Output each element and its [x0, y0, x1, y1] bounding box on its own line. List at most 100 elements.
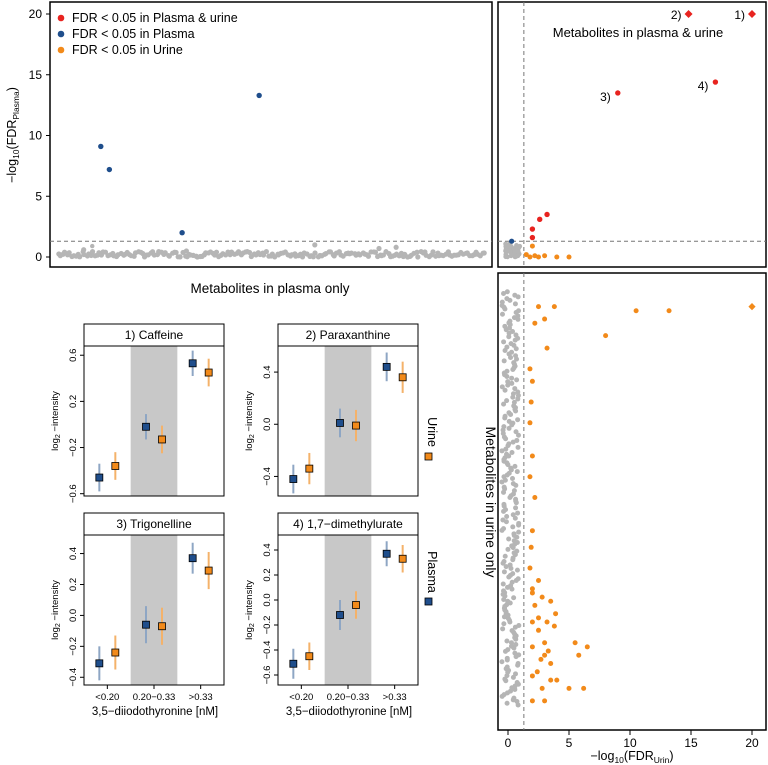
grey-point — [503, 254, 509, 260]
urine-point — [529, 453, 535, 459]
middle-shade — [130, 535, 178, 685]
grey-point — [504, 655, 510, 661]
mean-marker-plasma — [289, 475, 298, 483]
grey-point — [510, 512, 516, 518]
grey-point — [499, 384, 505, 390]
grey-point — [503, 247, 509, 252]
grey-point — [508, 465, 514, 471]
small-y-label: log2 −intensity — [50, 580, 62, 640]
urine-point — [527, 420, 533, 426]
x-tick-label-main: 0 — [505, 736, 512, 750]
grey-point — [510, 571, 516, 577]
grey-point — [501, 339, 507, 345]
grey-point — [512, 463, 518, 469]
grey-point — [162, 250, 168, 256]
urine-point — [581, 685, 587, 691]
mean-marker-urine — [352, 421, 360, 430]
mean-marker-urine — [398, 554, 407, 563]
grey-point — [514, 469, 520, 475]
grey-point — [501, 501, 507, 507]
title-plasma-only: Metabolites in plasma only — [190, 281, 349, 296]
grey-point — [246, 249, 253, 256]
urine-point — [529, 590, 535, 596]
both-point — [544, 211, 550, 218]
small-y-label-rest: −intensity — [50, 391, 61, 434]
small-y-tick-label: 0.4 — [262, 365, 273, 378]
grey-point — [504, 664, 510, 670]
grey-point — [415, 254, 421, 260]
small-y-tick-label: 0.4 — [68, 547, 79, 560]
urine-point — [527, 474, 533, 480]
grey-point — [506, 425, 512, 431]
grey-point — [501, 526, 507, 532]
grey-point — [509, 579, 515, 585]
small-x-tick-label: 0.20−0.33 — [327, 692, 370, 703]
y-tick-label-main: 10 — [29, 129, 43, 143]
grey-point — [505, 382, 511, 388]
urine-point — [572, 640, 578, 646]
small-y-tick-label: 0.0 — [68, 609, 79, 622]
small-y-tick-label: 0.2 — [68, 578, 79, 591]
urine-point — [532, 320, 538, 326]
grey-point — [515, 510, 521, 516]
small-y-label: log2 −intensity — [50, 391, 62, 451]
urine-point — [544, 345, 550, 351]
grey-point — [263, 248, 269, 255]
panel-caffeine: 1) Caffeine −0.6 −0.2 0.2 0.6 log2 −intensity — [50, 323, 225, 503]
legend-marker-urine — [57, 46, 65, 54]
grey-point — [514, 377, 520, 383]
grey-point — [499, 299, 505, 305]
grey-point — [502, 387, 508, 393]
both-point — [615, 90, 621, 96]
grey-point — [372, 249, 379, 255]
plasma-point — [256, 92, 262, 99]
grey-point — [511, 695, 517, 701]
small-y-label: log2 −intensity — [244, 580, 256, 640]
mean-marker-urine — [111, 648, 120, 657]
mean-marker-plasma — [95, 473, 104, 482]
grey-point — [516, 432, 522, 438]
x-label-rest: (FDR — [624, 749, 654, 763]
small-y-tick-label: 0.6 — [68, 349, 79, 362]
mean-marker-plasma — [188, 554, 197, 563]
small-y-tick-label: 0.2 — [68, 395, 79, 408]
mean-marker-urine — [305, 652, 314, 661]
mean-marker-urine — [111, 462, 120, 470]
small-y-label-rest: −intensity — [244, 580, 255, 623]
grey-point — [513, 353, 519, 359]
small-legend-urine-label: Urine — [425, 417, 439, 447]
grey-point — [183, 248, 189, 254]
legend-marker-both — [57, 14, 65, 22]
mean-marker-urine — [398, 373, 407, 382]
mean-marker-plasma — [188, 359, 197, 368]
small-y-label-sub: 2 — [249, 623, 256, 627]
grey-point — [505, 647, 511, 653]
grey-point — [511, 488, 517, 494]
grey-point — [505, 379, 511, 385]
urine-only-frame — [497, 272, 767, 731]
grey-point — [504, 700, 510, 706]
mean-marker-plasma — [142, 422, 150, 431]
urine-point — [536, 578, 541, 583]
middle-shade — [130, 346, 178, 496]
urine-point — [529, 586, 535, 592]
grey-point — [430, 249, 436, 255]
x-label-sub: 10 — [614, 755, 624, 765]
grey-point — [501, 588, 507, 594]
grey-point — [502, 323, 508, 329]
urine-point — [553, 611, 559, 617]
grey-point — [166, 253, 172, 259]
small-legend-urine-marker — [424, 452, 433, 461]
annotation-label: 3) — [600, 90, 611, 104]
legend: FDR < 0.05 in Plasma & urine FDR < 0.05 … — [57, 11, 238, 57]
grey-point — [513, 429, 519, 435]
x-tick-label-main: 10 — [623, 736, 637, 750]
grey-point — [504, 514, 510, 520]
urine-point — [544, 619, 550, 625]
small-y-tick-label: 0.0 — [262, 593, 273, 606]
both-frame — [497, 1, 767, 268]
urine-point — [527, 366, 533, 372]
y-axis-label-main: −log10(FDRPlasma) — [5, 87, 21, 183]
grey-point — [504, 344, 510, 350]
urine-point — [551, 623, 557, 629]
